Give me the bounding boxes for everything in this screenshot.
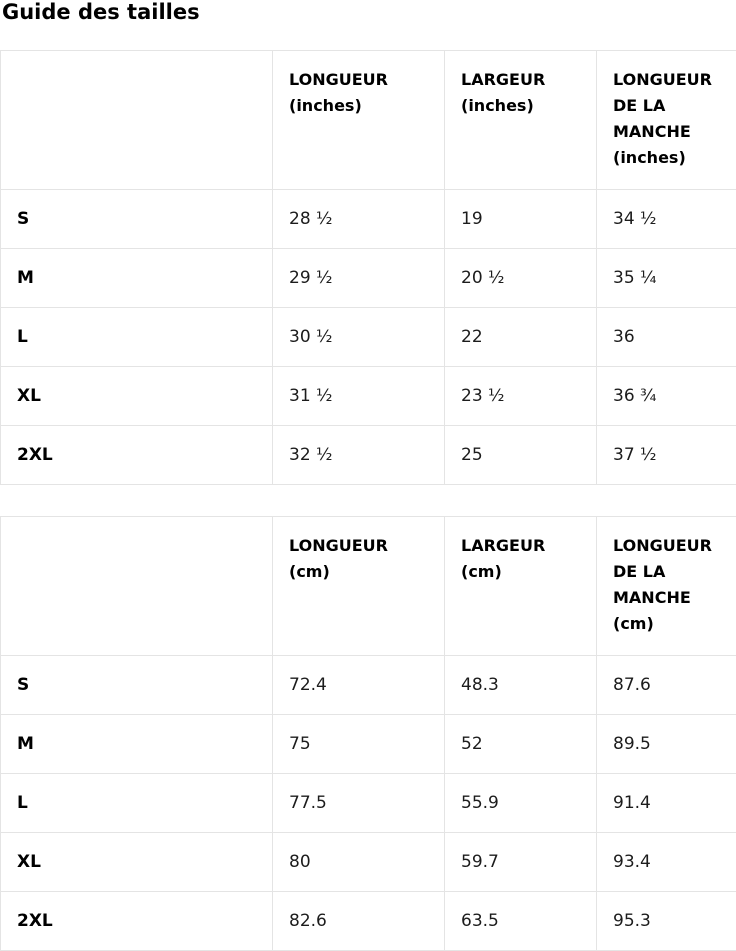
header-cell-longueur-inches: LONGUEUR (inches) [272, 50, 445, 190]
header-cell-manche-cm: LONGUEUR DE LA MANCHE (cm) [596, 516, 736, 656]
table-row: L 30 ½ 22 36 [0, 307, 736, 367]
value-cell: 34 ½ [596, 189, 736, 249]
value-cell: 36 [596, 307, 736, 367]
header-row: LONGUEUR (inches) LARGEUR (inches) LONGU… [0, 50, 736, 190]
value-cell: 52 [444, 714, 597, 774]
size-table-inches: LONGUEUR (inches) LARGEUR (inches) LONGU… [0, 50, 736, 485]
corner-cell [0, 516, 273, 656]
size-table-cm: LONGUEUR (cm) LARGEUR (cm) LONGUEUR DE L… [0, 516, 736, 951]
size-table-cm-wrap: LONGUEUR (cm) LARGEUR (cm) LONGUEUR DE L… [0, 516, 736, 951]
value-cell: 95.3 [596, 891, 736, 951]
size-label-cell: XL [0, 832, 273, 892]
value-cell: 19 [444, 189, 597, 249]
value-cell: 89.5 [596, 714, 736, 774]
size-label-cell: S [0, 189, 273, 249]
value-cell: 35 ¼ [596, 248, 736, 308]
value-cell: 77.5 [272, 773, 445, 833]
size-label-cell: XL [0, 366, 273, 426]
size-table-inches-wrap: LONGUEUR (inches) LARGEUR (inches) LONGU… [0, 50, 736, 485]
size-label-cell: 2XL [0, 891, 273, 951]
table-row: L 77.5 55.9 91.4 [0, 773, 736, 833]
header-cell-largeur-cm: LARGEUR (cm) [444, 516, 597, 656]
value-cell: 28 ½ [272, 189, 445, 249]
corner-cell [0, 50, 273, 190]
page-title: Guide des tailles [2, 0, 200, 24]
value-cell: 91.4 [596, 773, 736, 833]
table-row: S 28 ½ 19 34 ½ [0, 189, 736, 249]
table-row: M 29 ½ 20 ½ 35 ¼ [0, 248, 736, 308]
size-label-cell: M [0, 714, 273, 774]
table-row: 2XL 32 ½ 25 37 ½ [0, 425, 736, 485]
size-label-cell: L [0, 307, 273, 367]
header-cell-manche-inches: LONGUEUR DE LA MANCHE (inches) [596, 50, 736, 190]
table-row: XL 31 ½ 23 ½ 36 ¾ [0, 366, 736, 426]
value-cell: 82.6 [272, 891, 445, 951]
header-cell-largeur-inches: LARGEUR (inches) [444, 50, 597, 190]
header-cell-longueur-cm: LONGUEUR (cm) [272, 516, 445, 656]
header-row: LONGUEUR (cm) LARGEUR (cm) LONGUEUR DE L… [0, 516, 736, 656]
table-row: S 72.4 48.3 87.6 [0, 655, 736, 715]
value-cell: 80 [272, 832, 445, 892]
value-cell: 93.4 [596, 832, 736, 892]
value-cell: 29 ½ [272, 248, 445, 308]
size-label-cell: M [0, 248, 273, 308]
value-cell: 22 [444, 307, 597, 367]
value-cell: 59.7 [444, 832, 597, 892]
value-cell: 37 ½ [596, 425, 736, 485]
value-cell: 63.5 [444, 891, 597, 951]
value-cell: 25 [444, 425, 597, 485]
table-row: 2XL 82.6 63.5 95.3 [0, 891, 736, 951]
size-label-cell: L [0, 773, 273, 833]
value-cell: 36 ¾ [596, 366, 736, 426]
table-row: M 75 52 89.5 [0, 714, 736, 774]
value-cell: 55.9 [444, 773, 597, 833]
value-cell: 20 ½ [444, 248, 597, 308]
size-label-cell: S [0, 655, 273, 715]
value-cell: 72.4 [272, 655, 445, 715]
table-row: XL 80 59.7 93.4 [0, 832, 736, 892]
value-cell: 30 ½ [272, 307, 445, 367]
value-cell: 31 ½ [272, 366, 445, 426]
value-cell: 87.6 [596, 655, 736, 715]
size-label-cell: 2XL [0, 425, 273, 485]
value-cell: 48.3 [444, 655, 597, 715]
value-cell: 32 ½ [272, 425, 445, 485]
value-cell: 23 ½ [444, 366, 597, 426]
value-cell: 75 [272, 714, 445, 774]
